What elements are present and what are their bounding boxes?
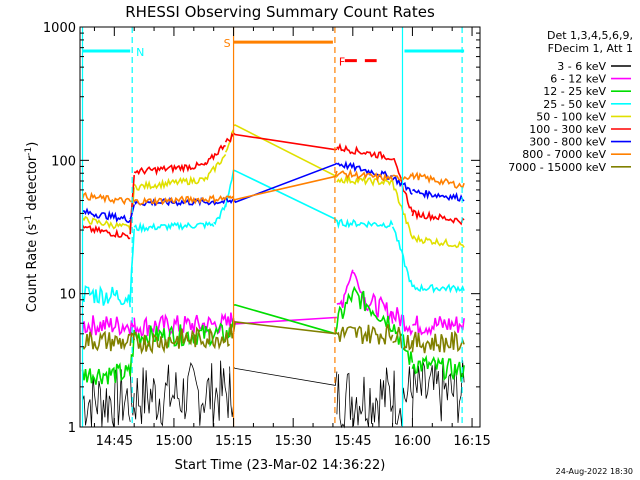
y-label-sup-2: -1 — [24, 147, 34, 156]
x-axis: 14:45 15:00 15:15 15:30 15:45 16:00 16:15 — [93, 27, 491, 449]
legend-label-0: 3 - 6 keV — [557, 60, 606, 73]
y-axis-label: Count Rate (s-1 detector-1) — [24, 142, 40, 313]
legend-label-4: 50 - 100 keV — [536, 110, 606, 123]
x-axis-label: Start Time (23-Mar-02 14:36:22) — [175, 458, 386, 473]
y-tick-label-0: 1 — [68, 421, 76, 436]
x-tick-label-5: 16:00 — [394, 434, 431, 449]
y-axis: 1 10 100 1000 — [43, 21, 480, 436]
footer-timestamp: 24-Aug-2022 18:30 — [556, 467, 633, 476]
x-tick-label-1: 15:00 — [155, 434, 192, 449]
legend-header-line-2: FDecim 1, Att 1 — [548, 42, 633, 55]
y-tick-label-1: 10 — [59, 288, 76, 303]
legend-label-1: 6 - 12 keV — [550, 73, 606, 86]
y-tick-label-3: 1000 — [43, 21, 76, 36]
legend-header-line-1: Det 1,3,4,5,6,9, — [547, 29, 633, 42]
x-tick-label-4: 15:45 — [334, 434, 371, 449]
legend-label-6: 300 - 800 keV — [529, 136, 606, 149]
legend-label-3: 25 - 50 keV — [543, 98, 606, 111]
y-label-sup-1: -1 — [24, 215, 34, 224]
y-label-part-1: Count Rate (s — [25, 224, 40, 313]
legend-label-2: 12 - 25 keV — [543, 85, 606, 98]
y-tick-label-2: 100 — [51, 154, 76, 169]
flag-letter-0: N — [136, 46, 144, 59]
y-label-part-2: detector — [25, 155, 40, 215]
legend-label-5: 100 - 300 keV — [529, 123, 606, 136]
y-label-part-3: ) — [25, 142, 40, 147]
plot-frame — [79, 26, 481, 428]
x-tick-label-2: 15:15 — [215, 434, 252, 449]
flag-letter-2: F — [339, 56, 345, 69]
series-line-2 — [81, 285, 465, 385]
legend-label-7: 800 - 7000 keV — [522, 148, 606, 161]
legend: Det 1,3,4,5,6,9, FDecim 1, Att 1 3 - 6 k… — [508, 29, 633, 174]
x-tick-label-3: 15:30 — [274, 434, 311, 449]
flag-letter-1: S — [224, 37, 231, 50]
chart-title: RHESSI Observing Summary Count Rates — [125, 3, 435, 21]
x-tick-label-0: 14:45 — [96, 434, 133, 449]
annotation-layer: N S F — [81, 27, 465, 427]
series-layer — [81, 124, 465, 429]
legend-label-8: 7000 - 15000 keV — [508, 161, 606, 174]
x-tick-label-6: 16:15 — [453, 434, 490, 449]
series-line-0 — [82, 360, 465, 429]
